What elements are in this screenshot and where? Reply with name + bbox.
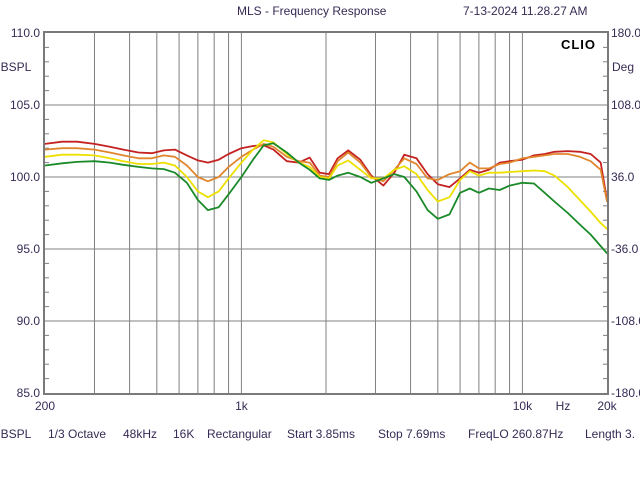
y-axis-left-label: 95.0 [16, 242, 40, 256]
status-bar-item: 48kHz [123, 427, 158, 441]
status-bar-item: Rectangular [207, 427, 272, 441]
x-axis-tick-label: 20k [597, 399, 617, 413]
status-bar-item: 16K [173, 427, 195, 441]
timestamp: 7-13-2024 11.28.27 AM [463, 4, 588, 18]
status-bar-item: dBSPL [0, 427, 32, 441]
y-axis-right-unit: Deg [612, 60, 635, 74]
y-axis-right-label: -36.0 [611, 242, 639, 256]
y-axis-right-label: -180.0 [611, 386, 640, 400]
status-bar-item: Start 3.85ms [287, 427, 356, 441]
y-axis-left-label: 100.0 [9, 170, 40, 184]
clio-watermark: CLIO [560, 37, 596, 52]
x-axis-tick-label: 200 [34, 399, 56, 413]
page-title: MLS - Frequency Response [237, 4, 387, 18]
y-axis-left-label: 90.0 [16, 314, 40, 328]
curve-orange [45, 143, 607, 203]
status-bar-item: Length 3. [585, 427, 636, 441]
y-axis-right-label: 180.0 [611, 26, 640, 40]
y-axis-right-label: 108.0 [611, 98, 640, 112]
curve-yellow [45, 139, 607, 230]
x-axis-tick-label: 1k [235, 399, 248, 413]
y-axis-right-label: 36.0 [611, 170, 635, 184]
x-axis-tick-label: 10k [512, 399, 533, 413]
status-bar-item: Stop 7.69ms [378, 427, 446, 441]
curve-green [45, 142, 607, 255]
y-axis-left-unit: dBSPL [0, 60, 32, 74]
y-axis-left-label: 105.0 [9, 98, 40, 112]
y-axis-left-label: 110.0 [10, 26, 40, 40]
status-bar-item: 1/3 Octave [48, 427, 107, 441]
x-axis-unit: Hz [555, 399, 571, 413]
status-bar-item: FreqLO 260.87Hz [468, 427, 564, 441]
chart-canvas [45, 33, 607, 393]
y-axis-right-label: -108.0 [611, 314, 640, 328]
y-axis-left-label: 85.0 [16, 386, 40, 400]
frequency-response-plot [43, 31, 609, 395]
